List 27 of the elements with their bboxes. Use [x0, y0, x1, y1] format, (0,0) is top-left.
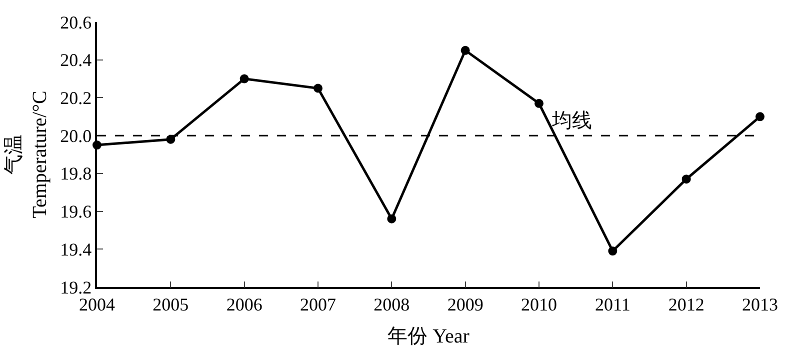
y-tick-label: 19.8 — [60, 164, 92, 184]
x-tick-label: 2007 — [300, 294, 336, 314]
y-tick-label: 20.4 — [60, 50, 92, 70]
y-tick-label: 20.2 — [60, 88, 92, 108]
point — [682, 174, 691, 184]
x-tick-label: 2008 — [374, 294, 410, 314]
ref-line-label: 均线 — [551, 110, 592, 132]
x-tick-label: 2013 — [742, 294, 778, 314]
y-tick-label: 20.6 — [60, 12, 92, 32]
y-tick-label: 20.0 — [60, 126, 92, 146]
point — [534, 98, 544, 108]
x-axis-title: 年份 Year — [388, 325, 470, 348]
y-tick-label: 19.6 — [60, 202, 92, 222]
x-tick-label: 2009 — [447, 294, 484, 314]
point — [756, 112, 764, 122]
point — [314, 84, 322, 93]
point — [608, 246, 618, 256]
point — [387, 214, 396, 224]
x-tick-label: 2011 — [595, 294, 630, 314]
x-tick-label: 2006 — [226, 294, 262, 314]
x-tick-label: 2012 — [668, 294, 704, 314]
y-tick-label: 19.4 — [60, 239, 92, 260]
x-tick-label: 2010 — [521, 294, 557, 314]
y-axis-title: 气温 Temperature/°C — [3, 90, 52, 218]
x-tick-label: 2005 — [152, 294, 189, 314]
point — [460, 46, 470, 55]
point — [240, 74, 249, 84]
